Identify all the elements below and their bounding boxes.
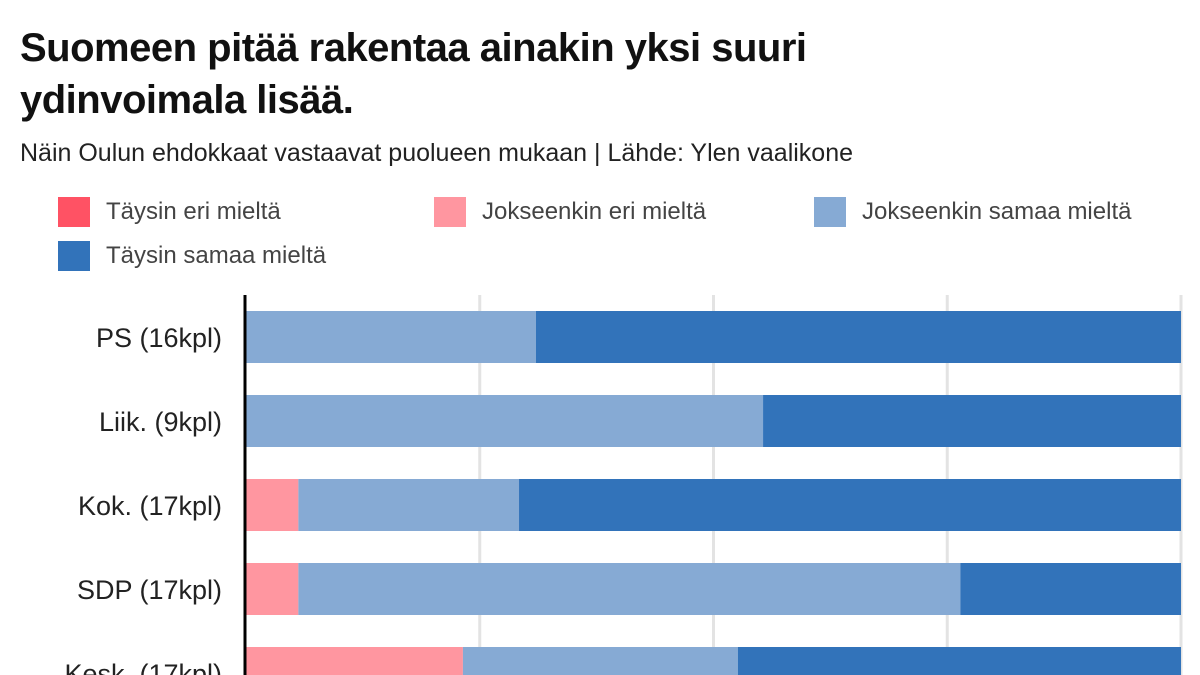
category-label-3: SDP (17kpl) [77,575,222,605]
category-label-1: Liik. (9kpl) [99,407,222,437]
legend-swatch-jokseenkin-eri [434,197,466,227]
bar-segment-3-2 [298,563,961,615]
chart-subtitle: Näin Oulun ehdokkaat vastaavat puolueen … [20,139,854,167]
bar-segment-2-1 [246,479,299,531]
bar-segment-2-2 [298,479,520,531]
legend-swatch-taysin-samaa [58,241,90,271]
category-label-2: Kok. (17kpl) [78,491,222,521]
bar-segment-4-1 [246,647,463,675]
legend-swatch-jokseenkin-samaa [814,197,846,227]
legend-item-jokseenkin-eri: Jokseenkin eri mieltä [434,195,706,229]
chart-title: Suomeen pitää rakentaa ainakin yksi suur… [20,26,807,122]
bar-segment-1-2 [246,395,764,447]
bar-segment-3-3 [960,563,1181,615]
legend-label-taysin-eri: Täysin eri mieltä [106,198,281,225]
bar-segment-0-2 [246,311,536,363]
bar-segment-1-3 [763,395,1181,447]
bar-segment-4-3 [737,647,1181,675]
bar-segment-0-3 [535,311,1181,363]
legend-label-taysin-samaa: Täysin samaa mieltä [106,242,327,269]
legend-item-taysin-eri: Täysin eri mieltä [58,195,281,229]
legend-label-jokseenkin-eri: Jokseenkin eri mieltä [482,198,707,225]
legend-swatch-taysin-eri [58,197,90,227]
legend: Täysin eri mieltä Jokseenkin eri mieltä … [58,195,1188,275]
bar-segment-2-3 [519,479,1181,531]
legend-item-jokseenkin-samaa: Jokseenkin samaa mieltä [814,195,1131,229]
category-label-4: Kesk. (17kpl) [64,659,222,675]
legend-label-jokseenkin-samaa: Jokseenkin samaa mieltä [862,198,1132,225]
bar-segment-3-1 [246,563,299,615]
bar-segment-4-2 [462,647,738,675]
category-label-0: PS (16kpl) [96,323,222,353]
legend-item-taysin-samaa: Täysin samaa mieltä [58,239,326,273]
